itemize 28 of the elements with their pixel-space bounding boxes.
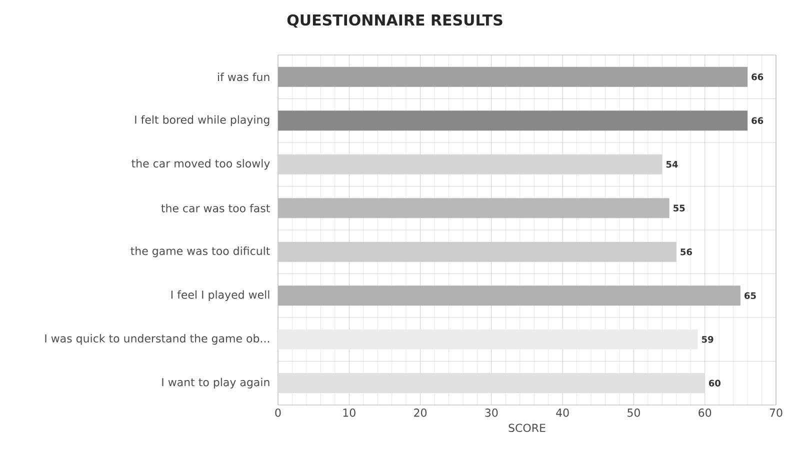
- data-label: 54: [666, 161, 678, 168]
- y-tick-label: I felt bored while playing: [135, 115, 270, 126]
- data-label: 55: [674, 204, 685, 212]
- data-label: 66: [752, 73, 764, 80]
- x-tick-label: 70: [770, 408, 782, 417]
- y-tick-label: the car moved too slowly: [132, 159, 270, 170]
- y-tick-label: I feel I played well: [171, 290, 270, 301]
- x-tick-label: 30: [485, 408, 498, 417]
- data-label: 65: [744, 292, 756, 300]
- chart-title: QUESTIONNAIRE RESULTS: [287, 14, 502, 28]
- x-tick-label: 60: [698, 408, 712, 417]
- y-tick-label: the game was too dificult: [130, 246, 270, 258]
- y-tick-label: if was fun: [218, 72, 270, 82]
- x-tick-label: 40: [556, 408, 569, 417]
- data-label: 60: [708, 380, 720, 387]
- x-tick-label: 50: [628, 408, 640, 417]
- x-tick-label: 10: [343, 408, 356, 417]
- data-label: 66: [752, 117, 764, 124]
- data-label: 59: [702, 336, 714, 343]
- bar: [278, 242, 676, 262]
- y-tick-label: I want to play again: [162, 378, 270, 388]
- y-tick-label: I was quick to understand the game ob...: [45, 334, 270, 345]
- x-tick-label: 0: [275, 408, 281, 417]
- data-label: 56: [680, 248, 692, 256]
- x-tick-label: 20: [414, 408, 427, 417]
- x-axis-title: SCORE: [508, 424, 546, 432]
- bar: [278, 110, 748, 131]
- y-tick-label: the car was too fast: [161, 204, 270, 212]
